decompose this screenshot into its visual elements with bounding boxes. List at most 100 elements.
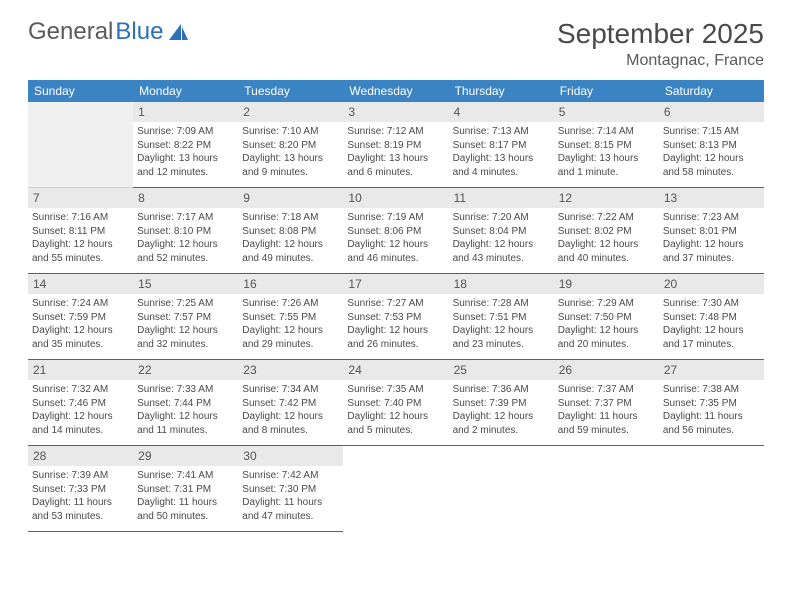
sunrise-text: Sunrise: 7:38 AM bbox=[663, 383, 760, 397]
day-info: Sunrise: 7:30 AMSunset: 7:48 PMDaylight:… bbox=[663, 297, 760, 351]
day-number: 14 bbox=[28, 274, 133, 294]
day-number: 21 bbox=[28, 360, 133, 380]
sunset-text: Sunset: 7:31 PM bbox=[137, 483, 234, 497]
page-title: September 2025 bbox=[557, 18, 764, 50]
sunset-text: Sunset: 8:20 PM bbox=[242, 139, 339, 153]
day-number: 22 bbox=[133, 360, 238, 380]
day-info: Sunrise: 7:23 AMSunset: 8:01 PMDaylight:… bbox=[663, 211, 760, 265]
calendar-empty-cell bbox=[343, 446, 448, 532]
day-info: Sunrise: 7:19 AMSunset: 8:06 PMDaylight:… bbox=[347, 211, 444, 265]
sunset-text: Sunset: 8:17 PM bbox=[453, 139, 550, 153]
calendar-grid: 1Sunrise: 7:09 AMSunset: 8:22 PMDaylight… bbox=[28, 102, 764, 532]
daylight-text: Daylight: 12 hours and 55 minutes. bbox=[32, 238, 129, 265]
sunset-text: Sunset: 7:57 PM bbox=[137, 311, 234, 325]
day-info: Sunrise: 7:37 AMSunset: 7:37 PMDaylight:… bbox=[558, 383, 655, 437]
day-info: Sunrise: 7:13 AMSunset: 8:17 PMDaylight:… bbox=[453, 125, 550, 179]
daylight-text: Daylight: 13 hours and 4 minutes. bbox=[453, 152, 550, 179]
day-number: 10 bbox=[343, 188, 448, 208]
day-number: 7 bbox=[28, 188, 133, 208]
sunset-text: Sunset: 8:13 PM bbox=[663, 139, 760, 153]
sunset-text: Sunset: 8:10 PM bbox=[137, 225, 234, 239]
day-info: Sunrise: 7:12 AMSunset: 8:19 PMDaylight:… bbox=[347, 125, 444, 179]
calendar-day-cell: 12Sunrise: 7:22 AMSunset: 8:02 PMDayligh… bbox=[554, 188, 659, 274]
day-number: 2 bbox=[238, 102, 343, 122]
day-number: 17 bbox=[343, 274, 448, 294]
sunset-text: Sunset: 7:33 PM bbox=[32, 483, 129, 497]
day-info: Sunrise: 7:34 AMSunset: 7:42 PMDaylight:… bbox=[242, 383, 339, 437]
calendar-day-cell: 14Sunrise: 7:24 AMSunset: 7:59 PMDayligh… bbox=[28, 274, 133, 360]
daylight-text: Daylight: 12 hours and 23 minutes. bbox=[453, 324, 550, 351]
daylight-text: Daylight: 12 hours and 17 minutes. bbox=[663, 324, 760, 351]
daylight-text: Daylight: 12 hours and 37 minutes. bbox=[663, 238, 760, 265]
day-number: 27 bbox=[659, 360, 764, 380]
sunset-text: Sunset: 8:15 PM bbox=[558, 139, 655, 153]
calendar-empty-cell bbox=[449, 446, 554, 532]
day-info: Sunrise: 7:42 AMSunset: 7:30 PMDaylight:… bbox=[242, 469, 339, 523]
sunrise-text: Sunrise: 7:23 AM bbox=[663, 211, 760, 225]
daylight-text: Daylight: 12 hours and 29 minutes. bbox=[242, 324, 339, 351]
day-number: 11 bbox=[449, 188, 554, 208]
calendar-day-cell: 28 Sunrise: 7:39 AMSunset: 7:33 PMDayligh… bbox=[28, 446, 133, 532]
sunset-text: Sunset: 8:01 PM bbox=[663, 225, 760, 239]
sunset-text: Sunset: 8:04 PM bbox=[453, 225, 550, 239]
day-info: Sunrise: 7:16 AMSunset: 8:11 PMDaylight:… bbox=[32, 211, 129, 265]
daylight-text: Daylight: 13 hours and 9 minutes. bbox=[242, 152, 339, 179]
sunrise-text: Sunrise: 7:13 AM bbox=[453, 125, 550, 139]
sunrise-text: Sunrise: 7:16 AM bbox=[32, 211, 129, 225]
sunrise-text: Sunrise: 7:29 AM bbox=[558, 297, 655, 311]
sunrise-text: Sunrise: 7:15 AM bbox=[663, 125, 760, 139]
calendar-day-cell: 24Sunrise: 7:35 AMSunset: 7:40 PMDayligh… bbox=[343, 360, 448, 446]
title-block: September 2025 Montagnac, France bbox=[557, 18, 764, 70]
sunrise-text: Sunrise: 7:25 AM bbox=[137, 297, 234, 311]
day-info: Sunrise: 7:14 AMSunset: 8:15 PMDaylight:… bbox=[558, 125, 655, 179]
day-number: 4 bbox=[449, 102, 554, 122]
logo-sail-icon bbox=[167, 22, 189, 42]
day-info: Sunrise: 7:25 AMSunset: 7:57 PMDaylight:… bbox=[137, 297, 234, 351]
sunrise-text: Sunrise: 7:10 AM bbox=[242, 125, 339, 139]
daylight-text: Daylight: 11 hours and 47 minutes. bbox=[242, 496, 339, 523]
day-number: 23 bbox=[238, 360, 343, 380]
day-info: Sunrise: 7:15 AMSunset: 8:13 PMDaylight:… bbox=[663, 125, 760, 179]
sunset-text: Sunset: 7:51 PM bbox=[453, 311, 550, 325]
calendar-day-cell: 25Sunrise: 7:36 AMSunset: 7:39 PMDayligh… bbox=[449, 360, 554, 446]
day-number: 18 bbox=[449, 274, 554, 294]
sunset-text: Sunset: 7:53 PM bbox=[347, 311, 444, 325]
sunrise-text: Sunrise: 7:17 AM bbox=[137, 211, 234, 225]
daylight-text: Daylight: 12 hours and 49 minutes. bbox=[242, 238, 339, 265]
calendar-day-cell: 22 Sunrise: 7:33 AMSunset: 7:44 PMDayligh… bbox=[133, 360, 238, 446]
calendar-day-cell: 10 Sunrise: 7:19 AMSunset: 8:06 PMDayligh… bbox=[343, 188, 448, 274]
weekday-header-cell: Monday bbox=[133, 80, 238, 102]
header: GeneralBlue September 2025 Montagnac, Fr… bbox=[28, 18, 764, 70]
sunset-text: Sunset: 7:35 PM bbox=[663, 397, 760, 411]
day-number: 9 bbox=[238, 188, 343, 208]
sunrise-text: Sunrise: 7:42 AM bbox=[242, 469, 339, 483]
calendar-day-cell: 29Sunrise: 7:41 AMSunset: 7:31 PMDayligh… bbox=[133, 446, 238, 532]
calendar-day-cell: 20Sunrise: 7:30 AMSunset: 7:48 PMDayligh… bbox=[659, 274, 764, 360]
day-info: Sunrise: 7:29 AMSunset: 7:50 PMDaylight:… bbox=[558, 297, 655, 351]
sunset-text: Sunset: 7:46 PM bbox=[32, 397, 129, 411]
sunset-text: Sunset: 7:50 PM bbox=[558, 311, 655, 325]
calendar-day-cell: 4 Sunrise: 7:13 AMSunset: 8:17 PMDaylight… bbox=[449, 102, 554, 188]
day-info: Sunrise: 7:26 AMSunset: 7:55 PMDaylight:… bbox=[242, 297, 339, 351]
day-number: 25 bbox=[449, 360, 554, 380]
calendar-day-cell: 3 Sunrise: 7:12 AMSunset: 8:19 PMDaylight… bbox=[343, 102, 448, 188]
calendar-day-cell: 8Sunrise: 7:17 AMSunset: 8:10 PMDaylight… bbox=[133, 188, 238, 274]
day-number: 3 bbox=[343, 102, 448, 122]
calendar-day-cell: 7 Sunrise: 7:16 AMSunset: 8:11 PMDaylight… bbox=[28, 188, 133, 274]
sunset-text: Sunset: 8:06 PM bbox=[347, 225, 444, 239]
day-info: Sunrise: 7:18 AMSunset: 8:08 PMDaylight:… bbox=[242, 211, 339, 265]
daylight-text: Daylight: 11 hours and 59 minutes. bbox=[558, 410, 655, 437]
sunrise-text: Sunrise: 7:36 AM bbox=[453, 383, 550, 397]
sunrise-text: Sunrise: 7:26 AM bbox=[242, 297, 339, 311]
daylight-text: Daylight: 12 hours and 14 minutes. bbox=[32, 410, 129, 437]
day-number: 28 bbox=[28, 446, 133, 466]
sunset-text: Sunset: 7:37 PM bbox=[558, 397, 655, 411]
day-info: Sunrise: 7:33 AMSunset: 7:44 PMDaylight:… bbox=[137, 383, 234, 437]
day-number: 13 bbox=[659, 188, 764, 208]
calendar-day-cell: 6Sunrise: 7:15 AMSunset: 8:13 PMDaylight… bbox=[659, 102, 764, 188]
daylight-text: Daylight: 12 hours and 32 minutes. bbox=[137, 324, 234, 351]
day-info: Sunrise: 7:39 AMSunset: 7:33 PMDaylight:… bbox=[32, 469, 129, 523]
sunset-text: Sunset: 7:48 PM bbox=[663, 311, 760, 325]
day-number: 8 bbox=[133, 188, 238, 208]
daylight-text: Daylight: 12 hours and 35 minutes. bbox=[32, 324, 129, 351]
